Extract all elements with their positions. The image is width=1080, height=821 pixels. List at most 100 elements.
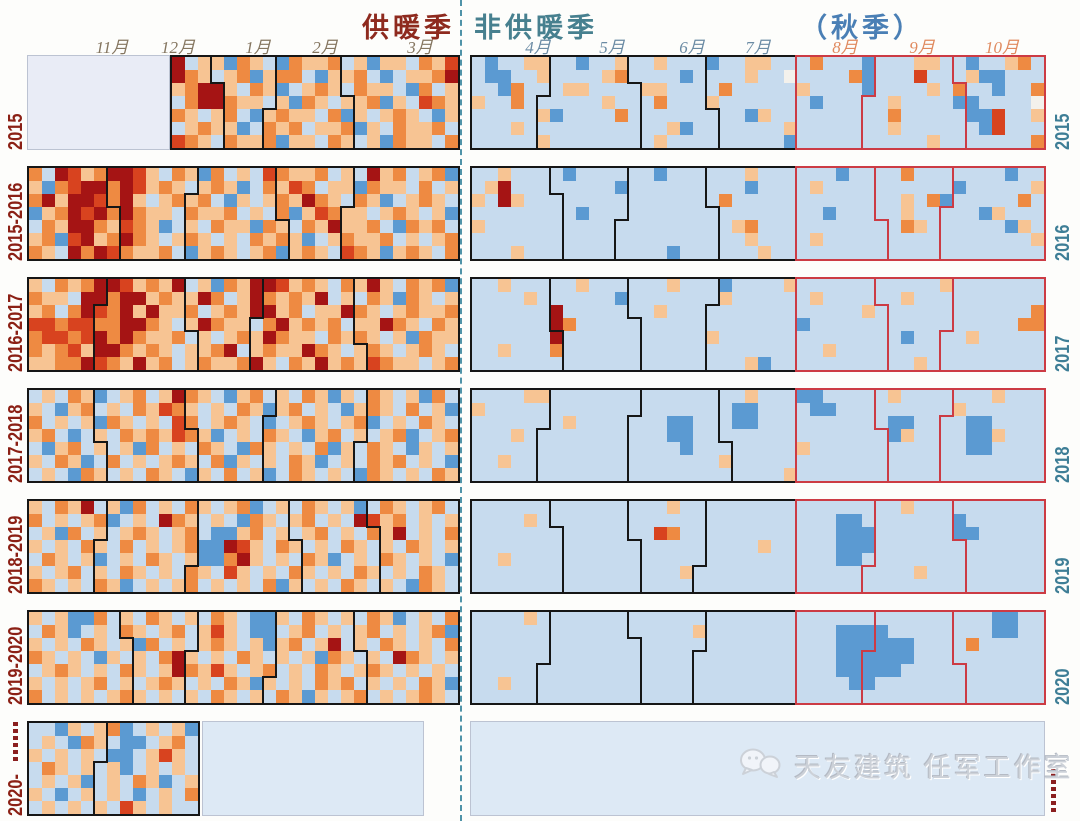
heatmap-cell [1031,429,1044,442]
heatmap-cell [276,553,289,566]
month-boundary-line [627,416,629,481]
heatmap-cell [42,416,55,429]
heatmap-cell [419,181,432,194]
heatmap-cell [276,403,289,416]
heatmap-cell [888,455,901,468]
heatmap-cell [797,677,810,690]
heatmap-cell [29,540,42,553]
empty-panel [202,721,424,816]
heatmap-cell [914,514,927,527]
heatmap-cell [940,122,953,135]
heatmap-cell [641,279,654,292]
heatmap-cell [628,690,641,703]
heatmap-cell [472,540,485,553]
heatmap-cell [224,220,237,233]
heatmap-cell [472,625,485,638]
heatmap-cell [602,553,615,566]
heatmap-cell [159,390,172,403]
heatmap-cell [393,220,406,233]
heatmap-cell [354,279,367,292]
heatmap-cell [888,122,901,135]
heatmap-cell [328,194,341,207]
heatmap-cell [159,553,172,566]
heatmap-cell [849,403,862,416]
heatmap-cell [432,553,445,566]
heatmap-cell [172,429,185,442]
heatmap-cell [380,664,393,677]
heatmap-cell [862,429,875,442]
heatmap-cell [485,664,498,677]
heatmap-cell [94,207,107,220]
heatmap-cell [198,540,211,553]
heatmap-cell [107,416,120,429]
heatmap-cell [315,625,328,638]
heatmap-cell [250,318,263,331]
heatmap-cell [719,553,732,566]
heatmap-cell [875,442,888,455]
month-boundary-jog [627,415,642,417]
heatmap-cell [628,455,641,468]
heatmap-cell [511,690,524,703]
heatmap-cell [485,612,498,625]
heatmap-cell [406,651,419,664]
heatmap-cell [172,775,185,788]
heatmap-cell [29,429,42,442]
heatmap-cell [211,527,224,540]
heatmap-cell [719,429,732,442]
heatmap-cell [393,279,406,292]
heatmap-cell [133,403,146,416]
heatmap-cell [341,220,354,233]
heatmap-cell [341,331,354,344]
month-boundary-jog [93,539,108,541]
heatmap-cell [563,514,576,527]
heatmap-cell [888,442,901,455]
month-boundary-line [184,566,186,592]
heatmap-cell [315,194,328,207]
heatmap-cell [745,220,758,233]
heatmap-cell [1018,318,1031,331]
heatmap-cell [406,207,419,220]
month-boundary-jog [106,206,121,208]
heatmap-cell [641,331,654,344]
heatmap-cell [628,390,641,403]
heatmap-cell [94,344,107,357]
heatmap-cell [589,122,602,135]
heatmap-cell [628,625,641,638]
heatmap-cell [55,723,68,736]
heatmap-cell [719,292,732,305]
heatmap-cell [823,357,836,370]
heatmap-cell [1005,357,1018,370]
heatmap-cell [693,429,706,442]
heatmap-cell [328,468,341,481]
heatmap-cell [120,468,133,481]
heatmap-cell [393,246,406,259]
heatmap-cell [341,96,354,109]
heatmap-cell [654,168,667,181]
heatmap-cell [419,318,432,331]
heatmap-cell [120,762,133,775]
heatmap-cell [341,168,354,181]
heatmap-cell [367,612,380,625]
heatmap-cell [849,579,862,592]
heatmap-cell [185,207,198,220]
heatmap-cell [472,292,485,305]
heatmap-cell [966,540,979,553]
heatmap-cell [537,292,550,305]
continuation-dot [1051,766,1056,770]
heatmap-cell [901,677,914,690]
heatmap-cell [901,233,914,246]
heatmap-cell [406,514,419,527]
heatmap-cell [302,135,315,148]
heatmap-cell [888,207,901,220]
heatmap-cell [823,122,836,135]
heatmap-cell [524,540,537,553]
heatmap-cell [432,109,445,122]
heatmap-cell [185,612,198,625]
heatmap-cell [862,122,875,135]
heatmap-cell [250,331,263,344]
heatmap-cell [198,553,211,566]
heatmap-cell [224,233,237,246]
heatmap-cell [445,442,458,455]
month-label: 10月 [985,38,1019,57]
heatmap-cell [354,194,367,207]
